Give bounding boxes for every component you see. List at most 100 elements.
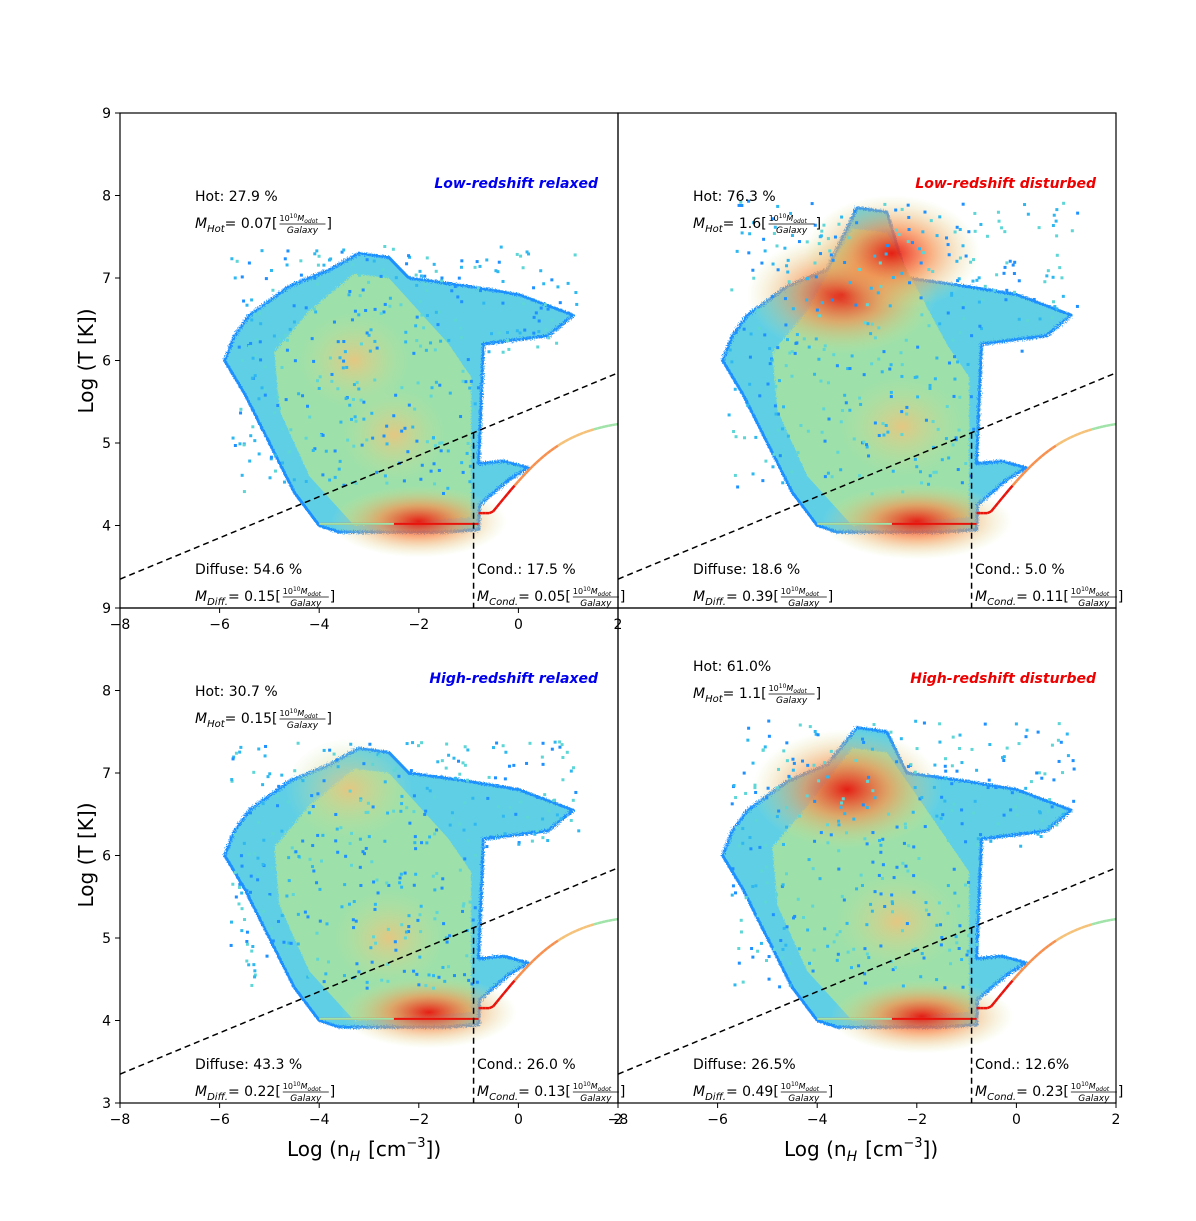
scatter-pixel bbox=[870, 492, 874, 496]
scatter-pixel bbox=[802, 337, 806, 341]
scatter-pixel bbox=[494, 269, 498, 273]
scatter-pixel bbox=[816, 733, 820, 737]
scatter-pixel bbox=[756, 914, 760, 918]
scatter-pixel bbox=[780, 453, 784, 457]
frac-num-base: 10 bbox=[573, 1082, 583, 1091]
scatter-pixel bbox=[245, 942, 249, 946]
frac-num-exp: 10 bbox=[290, 708, 298, 715]
scatter-pixel bbox=[915, 747, 919, 751]
scatter-pixel bbox=[405, 262, 409, 266]
scatter-pixel bbox=[734, 435, 738, 439]
scatter-pixel bbox=[935, 356, 939, 360]
scatter-pixel bbox=[267, 895, 271, 899]
scatter-pixel bbox=[788, 351, 792, 355]
scatter-pixel bbox=[1005, 288, 1009, 292]
frac-num-exp: 10 bbox=[1081, 1081, 1089, 1088]
scatter-pixel bbox=[765, 959, 769, 963]
scatter-pixel bbox=[785, 825, 789, 829]
scatter-pixel bbox=[335, 758, 339, 762]
scatter-pixel bbox=[316, 833, 320, 837]
scatter-pixel bbox=[471, 918, 475, 922]
scatter-pixel bbox=[790, 470, 794, 474]
scatter-pixel bbox=[961, 306, 965, 310]
scatter-pixel bbox=[251, 425, 255, 429]
scatter-pixel bbox=[465, 954, 469, 958]
sequence-segment bbox=[604, 919, 609, 923]
fraction-denominator: Galaxy bbox=[776, 696, 808, 706]
scatter-pixel bbox=[845, 831, 849, 835]
scatter-pixel bbox=[754, 790, 758, 794]
scatter-pixel bbox=[283, 480, 287, 484]
scatter-pixel bbox=[757, 326, 761, 330]
scatter-pixel bbox=[473, 402, 477, 406]
scatter-pixel bbox=[972, 811, 976, 815]
scatter-pixel bbox=[732, 784, 736, 788]
scatter-pixel bbox=[972, 258, 976, 262]
scatter-pixel bbox=[468, 464, 472, 468]
sequence-segment bbox=[524, 468, 531, 475]
scatter-pixel bbox=[250, 318, 254, 322]
scatter-pixel bbox=[797, 947, 801, 951]
scatter-pixel bbox=[889, 390, 893, 394]
scatter-pixel bbox=[977, 300, 981, 304]
scatter-pixel bbox=[790, 374, 794, 378]
scatter-pixel bbox=[407, 254, 411, 258]
scatter-pixel bbox=[258, 312, 262, 316]
scatter-pixel bbox=[764, 900, 768, 904]
scatter-pixel bbox=[994, 786, 998, 790]
scatter-pixel bbox=[839, 805, 843, 809]
fraction-denominator: Galaxy bbox=[788, 599, 820, 609]
mass-close-bracket: ] bbox=[326, 711, 331, 727]
scatter-pixel bbox=[434, 310, 438, 314]
scatter-pixel bbox=[734, 796, 738, 800]
scatter-pixel bbox=[1024, 735, 1028, 739]
mass-value: = 0.22[ bbox=[228, 1084, 281, 1100]
scatter-pixel bbox=[422, 326, 426, 330]
scatter-pixel bbox=[487, 350, 491, 354]
scatter-pixel bbox=[434, 380, 438, 384]
scatter-pixel bbox=[776, 268, 780, 272]
scatter-pixel bbox=[566, 281, 570, 285]
scatter-pixel bbox=[953, 891, 957, 895]
scatter-pixel bbox=[425, 314, 429, 318]
fraction-numerator: 1010Modot bbox=[781, 1081, 820, 1093]
scatter-pixel bbox=[903, 822, 907, 826]
frac-num-sym: M bbox=[297, 709, 304, 718]
scatter-pixel bbox=[826, 944, 830, 948]
scatter-pixel bbox=[928, 474, 932, 478]
scatter-pixel bbox=[260, 426, 264, 430]
scatter-pixel bbox=[818, 235, 822, 239]
scatter-pixel bbox=[852, 947, 856, 951]
scatter-pixel bbox=[383, 474, 387, 478]
sequence-segment bbox=[1058, 935, 1064, 940]
scatter-pixel bbox=[806, 763, 810, 767]
scatter-pixel bbox=[543, 793, 547, 797]
scatter-pixel bbox=[473, 906, 477, 910]
scatter-pixel bbox=[1010, 791, 1014, 795]
scatter-pixel bbox=[330, 379, 334, 383]
scatter-pixel bbox=[953, 377, 957, 381]
scatter-pixel bbox=[946, 911, 950, 915]
scatter-pixel bbox=[774, 384, 778, 388]
scatter-pixel bbox=[253, 975, 257, 979]
scatter-pixel bbox=[975, 278, 979, 282]
scatter-pixel bbox=[935, 978, 939, 982]
scatter-pixel bbox=[466, 748, 470, 752]
scatter-pixel bbox=[517, 841, 521, 845]
scatter-pixel bbox=[761, 479, 765, 483]
scatter-pixel bbox=[443, 979, 447, 983]
scatter-pixel bbox=[394, 276, 398, 280]
scatter-pixel bbox=[936, 427, 940, 431]
scatter-pixel bbox=[782, 926, 786, 930]
scatter-pixel bbox=[1048, 798, 1052, 802]
scatter-pixel bbox=[304, 306, 308, 310]
scatter-pixel bbox=[413, 407, 417, 411]
scatter-pixel bbox=[873, 254, 877, 258]
scatter-pixel bbox=[946, 311, 950, 315]
scatter-pixel bbox=[861, 883, 865, 887]
scatter-pixel bbox=[1039, 835, 1043, 839]
scatter-pixel bbox=[340, 905, 344, 909]
scatter-pixel bbox=[1036, 730, 1040, 734]
scatter-pixel bbox=[770, 358, 774, 362]
scatter-pixel bbox=[463, 857, 467, 861]
